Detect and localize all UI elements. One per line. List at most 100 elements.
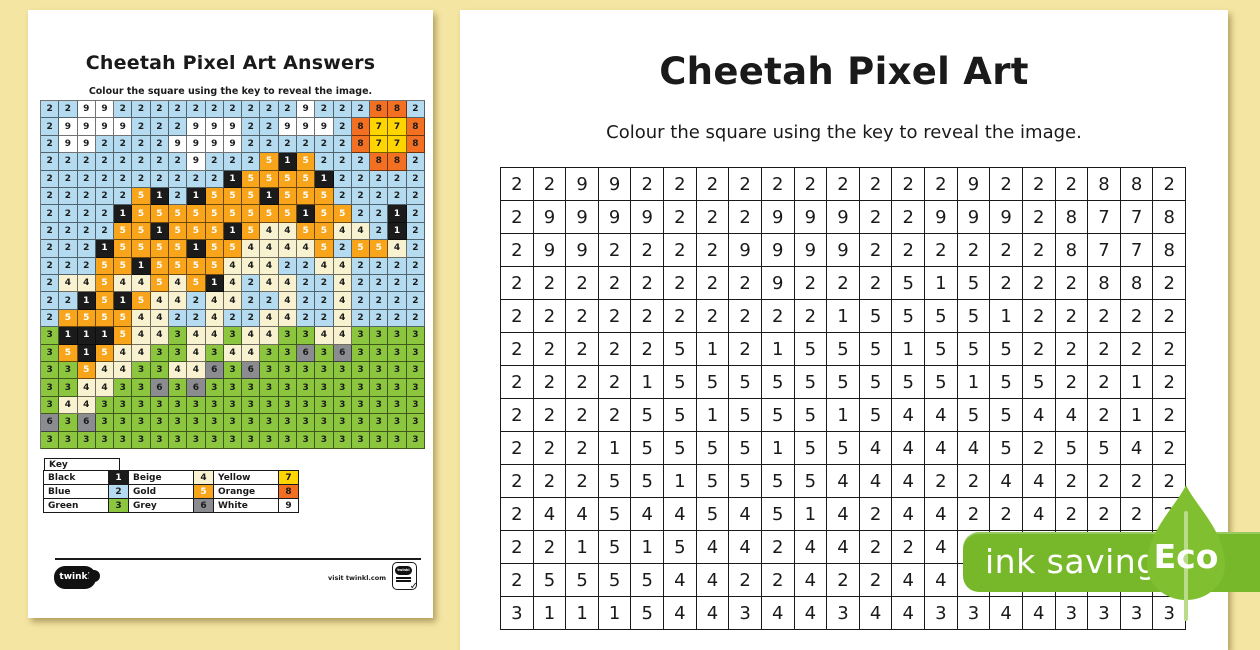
answer-grid-cell: 5 xyxy=(169,257,188,275)
answer-grid-cell: 3 xyxy=(132,396,151,415)
answer-grid-cell: 3 xyxy=(132,361,151,380)
colour-key: Key Black 1 Blue 2 Green 3 Beige 4 Gold 5 Grey 6 Yel… xyxy=(43,458,299,513)
blank-grid-cell: 2 xyxy=(696,234,730,267)
answer-grid-cell: 4 xyxy=(77,396,96,415)
answer-grid-cell: 4 xyxy=(333,257,352,275)
blank-grid-cell: 2 xyxy=(696,201,730,234)
blank-grid-cell: 8 xyxy=(1055,201,1089,234)
blank-grid-cell: 4 xyxy=(859,432,893,465)
blank-grid-cell: 2 xyxy=(1153,432,1186,465)
answer-grid-cell: 2 xyxy=(41,309,60,328)
answer-grid-cell: 2 xyxy=(260,135,279,154)
blank-grid-cell: 2 xyxy=(1055,366,1089,399)
answer-grid-cell: 5 xyxy=(260,205,279,223)
answer-grid-cell: 5 xyxy=(132,292,151,310)
blank-grid-cell: 2 xyxy=(664,267,697,300)
answer-grid-cell: 4 xyxy=(278,292,297,310)
answer-grid-cell: 1 xyxy=(205,274,224,293)
blank-grid-cell: 5 xyxy=(696,366,730,399)
blank-grid-cell: 2 xyxy=(1022,333,1056,366)
blank-grid-cell: 4 xyxy=(925,399,958,432)
answer-grid-cell: 3 xyxy=(406,379,425,397)
answer-grid-cell: 1 xyxy=(315,170,334,188)
answer-grid-cell: 2 xyxy=(333,135,352,154)
answer-grid-cell: 4 xyxy=(187,344,206,362)
answer-grid-cell: 2 xyxy=(315,292,334,310)
answer-grid-cell: 3 xyxy=(95,431,115,449)
blank-grid-cell: 2 xyxy=(501,498,534,531)
blank-grid-cell: 1 xyxy=(631,366,665,399)
answer-grid-cell: 3 xyxy=(169,396,188,415)
answer-grid-cell: 5 xyxy=(114,309,133,328)
blank-grid-cell: 2 xyxy=(696,300,730,333)
blank-grid-cell: 2 xyxy=(501,531,534,564)
blank-grid-cell: 1 xyxy=(925,267,958,300)
answer-grid-cell: 2 xyxy=(315,135,334,154)
blank-grid-cell: 4 xyxy=(859,465,893,498)
blank-grid-cell: 2 xyxy=(794,168,828,201)
answer-grid-cell: 4 xyxy=(242,327,261,345)
answer-grid-cell: 3 xyxy=(315,379,334,397)
blank-grid-cell: 2 xyxy=(566,333,599,366)
answer-grid-cell: 5 xyxy=(223,240,243,258)
blank-grid-cell: 5 xyxy=(990,366,1023,399)
answer-grid-cell: 4 xyxy=(260,257,279,275)
twinkl-logo: twinkl xyxy=(54,566,100,589)
blank-grid-cell: 2 xyxy=(533,366,567,399)
answer-grid-cell: 1 xyxy=(278,153,297,171)
blank-grid-cell: 2 xyxy=(957,465,991,498)
answer-grid-cell: 2 xyxy=(351,101,371,119)
blank-grid-cell: 2 xyxy=(859,234,893,267)
colour-key-column: Black 1 Blue 2 Green 3 xyxy=(43,470,129,513)
blank-grid-cell: 2 xyxy=(794,267,828,300)
answer-grid-cell: 9 xyxy=(114,118,133,136)
blank-grid-cell: 2 xyxy=(761,300,795,333)
answer-grid-cell: 2 xyxy=(388,170,407,188)
blank-grid-cell: 4 xyxy=(664,597,697,630)
answer-grid-cell: 2 xyxy=(297,309,316,328)
answer-grid-cell: 2 xyxy=(333,118,352,136)
answer-grid-cell: 5 xyxy=(59,309,78,328)
answer-grid-cell: 2 xyxy=(41,292,60,310)
blank-grid-cell: 1 xyxy=(827,399,860,432)
blank-grid-cell: 2 xyxy=(631,267,665,300)
colour-key-label: White xyxy=(213,498,279,513)
answer-grid-cell: 2 xyxy=(41,222,60,241)
blank-grid-cell: 2 xyxy=(501,432,534,465)
blank-grid-cell: 4 xyxy=(533,498,567,531)
blank-grid-cell: 5 xyxy=(664,366,697,399)
answer-grid-cell: 5 xyxy=(351,240,371,258)
answer-grid-cell: 3 xyxy=(205,431,224,449)
blank-grid-cell: 4 xyxy=(1022,597,1056,630)
answer-grid-cell: 5 xyxy=(205,187,224,206)
blank-grid-cell: 1 xyxy=(892,333,926,366)
blank-grid-cell: 3 xyxy=(827,597,860,630)
blank-grid-cell: 5 xyxy=(631,597,665,630)
answer-grid-cell: 4 xyxy=(242,344,261,362)
answer-grid-cell: 2 xyxy=(370,222,389,241)
answer-grid-cell: 5 xyxy=(187,257,206,275)
blank-grid-cell: 5 xyxy=(1055,432,1089,465)
answer-grid-cell: 3 xyxy=(41,379,60,397)
answer-grid-cell: 3 xyxy=(333,431,352,449)
blank-grid-cell: 9 xyxy=(925,201,958,234)
answer-grid-cell: 4 xyxy=(77,379,96,397)
answer-grid-cell: 2 xyxy=(41,170,60,188)
answer-grid-cell: 1 xyxy=(223,222,243,241)
answer-grid-cell: 4 xyxy=(132,274,151,293)
answer-grid-cell: 9 xyxy=(297,101,316,119)
answer-grid-cell: 3 xyxy=(132,431,151,449)
answer-grid-cell: 5 xyxy=(114,222,133,241)
answer-grid-cell: 3 xyxy=(388,431,407,449)
blank-grid-cell: 1 xyxy=(566,597,599,630)
answer-grid-cell: 4 xyxy=(223,274,243,293)
answer-grid-cell: 9 xyxy=(315,118,334,136)
answer-grid-cell: 2 xyxy=(406,153,425,171)
answer-grid-cell: 2 xyxy=(406,292,425,310)
blank-grid-cell: 2 xyxy=(1120,465,1154,498)
blank-grid-cell: 4 xyxy=(892,498,926,531)
answer-grid-cell: 2 xyxy=(297,257,316,275)
answer-grid-cell: 2 xyxy=(95,222,115,241)
answer-grid-cell: 4 xyxy=(132,309,151,328)
answer-grid-cell: 9 xyxy=(77,101,96,119)
